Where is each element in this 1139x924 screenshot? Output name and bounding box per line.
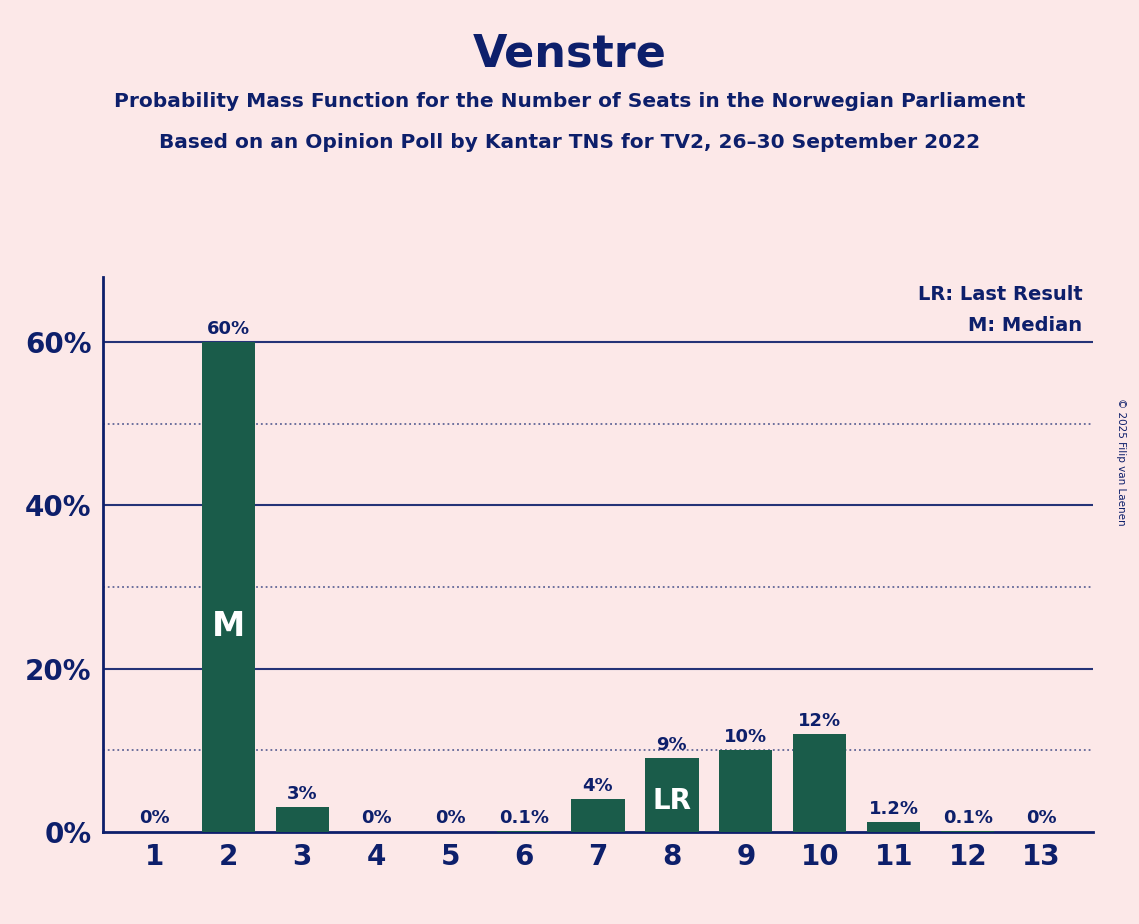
Text: 3%: 3%	[287, 785, 318, 803]
Text: 1.2%: 1.2%	[869, 800, 919, 818]
Bar	[867, 821, 920, 832]
Text: 10%: 10%	[724, 728, 768, 746]
Text: 60%: 60%	[206, 321, 249, 338]
Text: LR: LR	[653, 786, 691, 815]
Text: 0%: 0%	[1026, 808, 1057, 827]
Bar	[202, 343, 255, 832]
Bar	[276, 808, 329, 832]
Text: 0.1%: 0.1%	[499, 808, 549, 827]
Text: M: Median: M: Median	[968, 316, 1082, 335]
Bar	[572, 799, 624, 832]
Bar	[793, 734, 846, 832]
Text: 0%: 0%	[435, 808, 466, 827]
Bar	[719, 750, 772, 832]
Text: Probability Mass Function for the Number of Seats in the Norwegian Parliament: Probability Mass Function for the Number…	[114, 92, 1025, 112]
Text: 12%: 12%	[798, 711, 842, 730]
Bar	[646, 759, 698, 832]
Text: 0.1%: 0.1%	[943, 808, 993, 827]
Text: 4%: 4%	[583, 777, 613, 795]
Text: 0%: 0%	[361, 808, 392, 827]
Text: Venstre: Venstre	[473, 32, 666, 76]
Text: 0%: 0%	[139, 808, 170, 827]
Text: M: M	[212, 610, 245, 643]
Text: Based on an Opinion Poll by Kantar TNS for TV2, 26–30 September 2022: Based on an Opinion Poll by Kantar TNS f…	[159, 133, 980, 152]
Text: LR: Last Result: LR: Last Result	[918, 286, 1082, 304]
Text: © 2025 Filip van Laenen: © 2025 Filip van Laenen	[1116, 398, 1125, 526]
Text: 9%: 9%	[656, 736, 687, 754]
